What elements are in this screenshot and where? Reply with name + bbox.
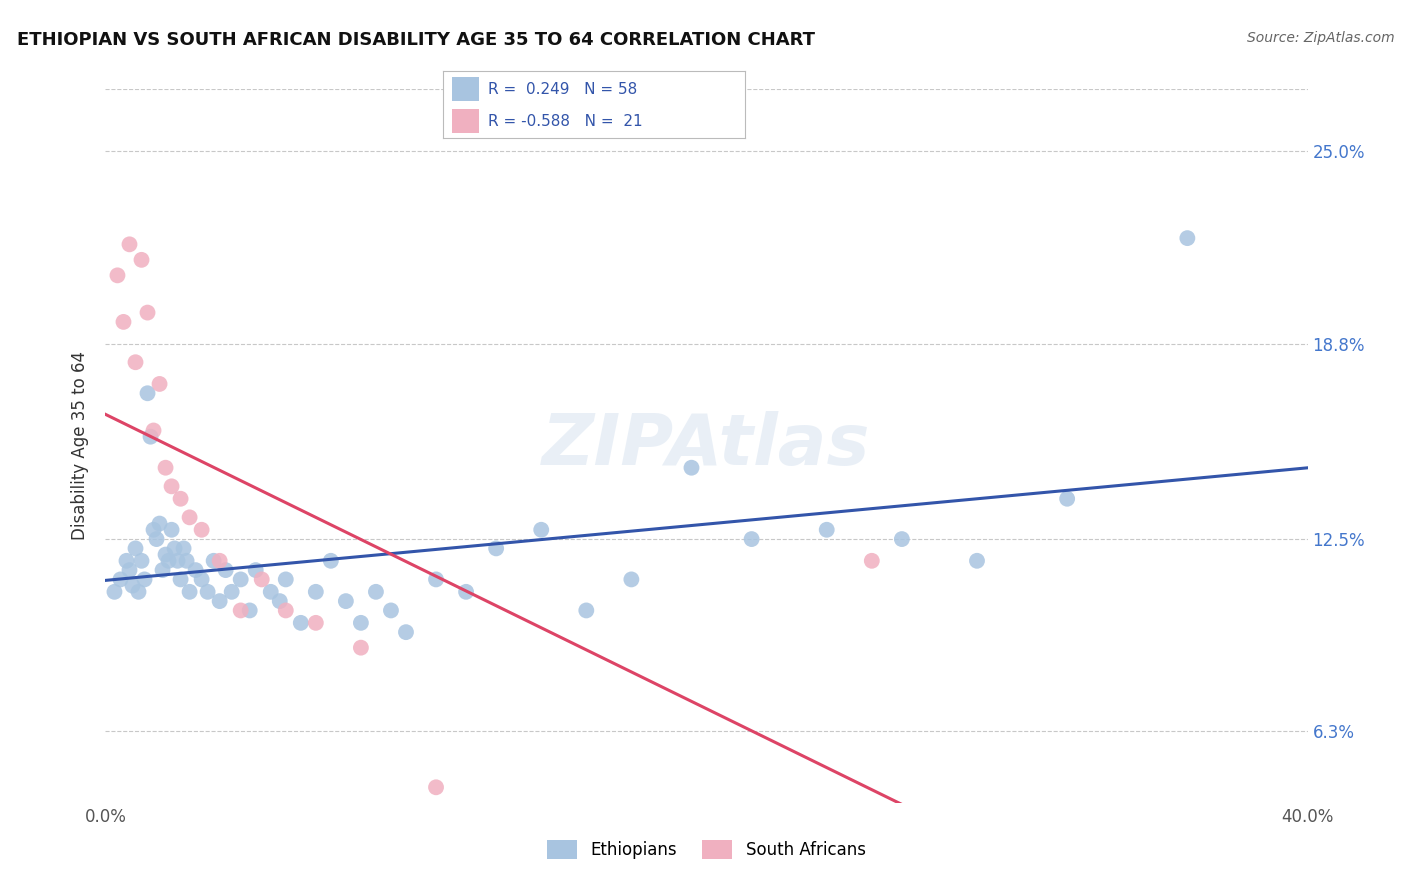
Ethiopians [166,554,188,568]
South Africans [350,640,373,655]
South Africans [179,510,201,524]
Ethiopians [208,594,231,608]
South Africans [142,424,165,438]
Ethiopians [197,584,219,599]
South Africans [155,460,177,475]
Ethiopians [274,573,297,587]
Ethiopians [124,541,146,556]
FancyBboxPatch shape [451,110,479,133]
Ethiopians [290,615,312,630]
Ethiopians [890,532,912,546]
Ethiopians [239,603,262,617]
Ethiopians [110,573,132,587]
Text: R = -0.588   N =  21: R = -0.588 N = 21 [488,113,643,128]
Ethiopians [221,584,243,599]
South Africans [112,315,135,329]
Ethiopians [530,523,553,537]
Ethiopians [229,573,252,587]
Ethiopians [681,460,703,475]
South Africans [124,355,146,369]
Ethiopians [214,563,236,577]
Ethiopians [575,603,598,617]
Ethiopians [145,532,167,546]
Ethiopians [190,573,212,587]
Ethiopians [173,541,195,556]
Ethiopians [425,573,447,587]
Ethiopians [115,554,138,568]
Ethiopians [335,594,357,608]
South Africans [148,376,170,391]
Ethiopians [148,516,170,531]
South Africans [860,554,883,568]
Ethiopians [260,584,283,599]
Ethiopians [620,573,643,587]
Ethiopians [160,523,183,537]
South Africans [169,491,191,506]
South Africans [118,237,141,252]
Ethiopians [305,584,328,599]
Ethiopians [169,573,191,587]
Text: Source: ZipAtlas.com: Source: ZipAtlas.com [1247,31,1395,45]
South Africans [305,615,328,630]
Ethiopians [136,386,159,401]
Y-axis label: Disability Age 35 to 64: Disability Age 35 to 64 [72,351,90,541]
Ethiopians [319,554,342,568]
Ethiopians [152,563,174,577]
Ethiopians [131,554,153,568]
Ethiopians [364,584,387,599]
Ethiopians [118,563,141,577]
Ethiopians [245,563,267,577]
South Africans [229,603,252,617]
South Africans [136,305,159,319]
South Africans [425,780,447,795]
Ethiopians [163,541,186,556]
Text: ETHIOPIAN VS SOUTH AFRICAN DISABILITY AGE 35 TO 64 CORRELATION CHART: ETHIOPIAN VS SOUTH AFRICAN DISABILITY AG… [17,31,815,49]
Ethiopians [395,625,418,640]
Ethiopians [741,532,763,546]
FancyBboxPatch shape [451,78,479,101]
Ethiopians [380,603,402,617]
South Africans [250,573,273,587]
Legend: Ethiopians, South Africans: Ethiopians, South Africans [541,833,872,866]
Ethiopians [184,563,207,577]
Ethiopians [103,584,125,599]
Text: ZIPAtlas: ZIPAtlas [543,411,870,481]
South Africans [107,268,129,283]
South Africans [160,479,183,493]
Ethiopians [202,554,225,568]
Ethiopians [157,554,180,568]
Ethiopians [1175,231,1198,245]
Ethiopians [139,430,162,444]
Ethiopians [179,584,201,599]
Ethiopians [155,548,177,562]
South Africans [131,252,153,267]
South Africans [274,603,297,617]
Ethiopians [966,554,988,568]
Ethiopians [269,594,291,608]
South Africans [208,554,231,568]
Ethiopians [121,579,143,593]
Ethiopians [134,573,156,587]
Ethiopians [1056,491,1078,506]
Ethiopians [815,523,838,537]
Ethiopians [350,615,373,630]
Text: R =  0.249   N = 58: R = 0.249 N = 58 [488,81,637,96]
Ethiopians [454,584,477,599]
Ethiopians [485,541,508,556]
Ethiopians [176,554,198,568]
Ethiopians [142,523,165,537]
Ethiopians [128,584,150,599]
South Africans [190,523,212,537]
